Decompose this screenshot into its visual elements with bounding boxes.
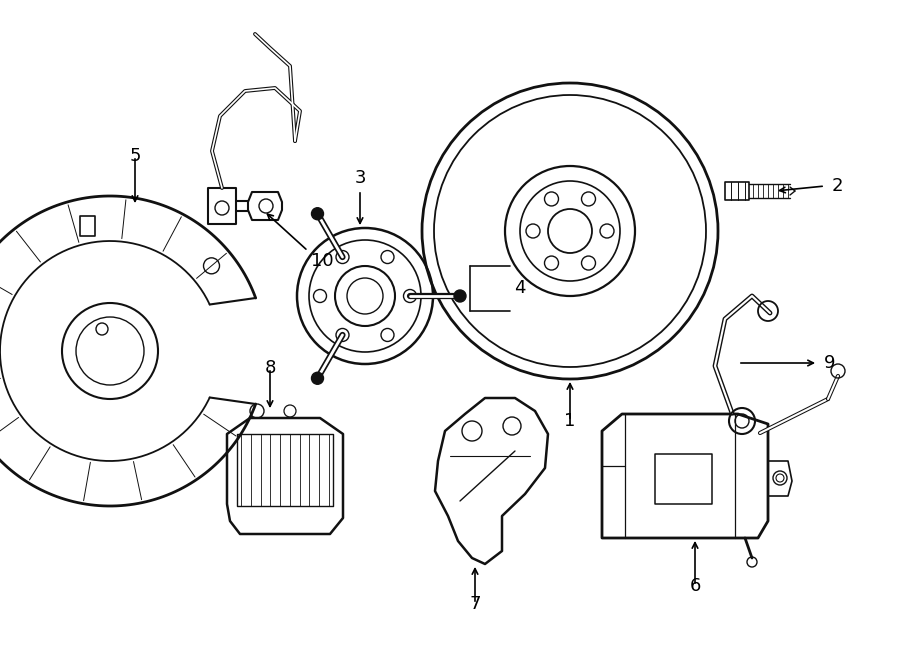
Circle shape [311,372,323,384]
Text: 4: 4 [514,279,526,297]
Text: 5: 5 [130,147,140,165]
Text: 3: 3 [355,169,365,187]
Text: 8: 8 [265,359,275,377]
Text: 10: 10 [310,252,333,270]
Circle shape [454,290,466,302]
Text: 7: 7 [469,595,481,613]
Text: 9: 9 [824,354,836,372]
Text: 6: 6 [689,577,701,595]
Text: 1: 1 [564,412,576,430]
Circle shape [311,208,323,219]
Text: 2: 2 [832,177,842,195]
